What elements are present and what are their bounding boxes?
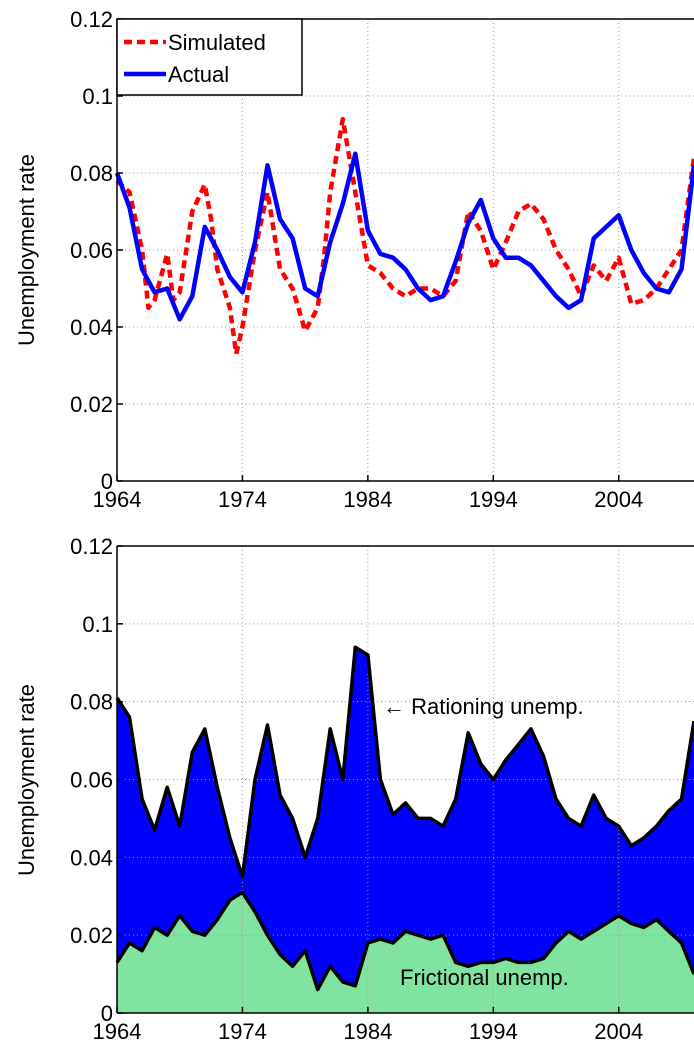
tick-labels-bottom: 1964 1974 1984 1994 2004 0 0.02 0.04 0.06 0.08 0.1… — [70, 534, 643, 1044]
y-axis-label-top: Unemployment rate — [14, 154, 39, 346]
x-tick-label: 1994 — [469, 487, 518, 512]
legend-box — [116, 18, 303, 96]
axes-bottom — [116, 545, 694, 1014]
x-tick-label: 2004 — [594, 487, 643, 512]
y-tick-label: 0.04 — [70, 845, 113, 870]
y-tick-label: 0.08 — [70, 161, 113, 186]
y-tick-label: 0.1 — [82, 612, 113, 637]
y-tick-label: 0 — [101, 1001, 113, 1026]
series-line-actual — [114, 151, 694, 322]
line-chart-simulated-vs-actual: 1964 1974 1984 1994 2004 0 0.02 0.04 0.06 0.08 0.1… — [14, 7, 694, 512]
tick-labels-top: 1964 1974 1984 1994 2004 0 0.02 0.04 0.06 0.08 0.1… — [70, 7, 643, 512]
legend: Simulated Actual — [116, 18, 303, 96]
outline-rationing-unemp — [115, 645, 694, 879]
legend-label-actual: Actual — [168, 62, 229, 87]
area-frictional-unemp — [117, 892, 694, 1013]
y-tick-label: 0.02 — [70, 392, 113, 417]
y-axis-label-bottom: Unemployment rate — [14, 684, 39, 876]
y-tick-label: 0.06 — [70, 768, 113, 793]
y-tick-label: 0 — [101, 469, 113, 494]
x-tick-label: 1994 — [469, 1019, 518, 1044]
annotation-frictional: Frictional unemp. — [400, 965, 569, 990]
y-tick-label: 0.04 — [70, 315, 113, 340]
x-tick-label: 1984 — [343, 1019, 392, 1044]
annotation-rationing: ← Rationing unemp. — [383, 694, 584, 719]
x-tick-label: 1984 — [343, 487, 392, 512]
x-tick-label: 1974 — [218, 487, 267, 512]
outline-frictional-unemp — [115, 890, 694, 992]
y-tick-label: 0.02 — [70, 923, 113, 948]
y-tick-label: 0.08 — [70, 690, 113, 715]
x-tick-label: 2004 — [594, 1019, 643, 1044]
area-chart-unemployment-decomposition: 1964 1974 1984 1994 2004 0 0.02 0.04 0.06 0.08 0.1… — [14, 534, 694, 1044]
grid-bottom — [117, 546, 694, 1013]
y-tick-label: 0.12 — [70, 7, 113, 32]
x-tick-label: 1964 — [93, 1019, 142, 1044]
legend-label-simulated: Simulated — [168, 30, 266, 55]
grid-top — [117, 19, 694, 481]
y-tick-label: 0.1 — [82, 84, 113, 109]
y-tick-label: 0.06 — [70, 238, 113, 263]
y-tick-label: 0.12 — [70, 534, 113, 559]
series-outlines-bottom — [115, 645, 694, 992]
x-tick-label: 1964 — [93, 487, 142, 512]
series-line-simulated — [115, 116, 694, 357]
x-tick-label: 1974 — [218, 1019, 267, 1044]
series-lines-top — [114, 116, 694, 357]
